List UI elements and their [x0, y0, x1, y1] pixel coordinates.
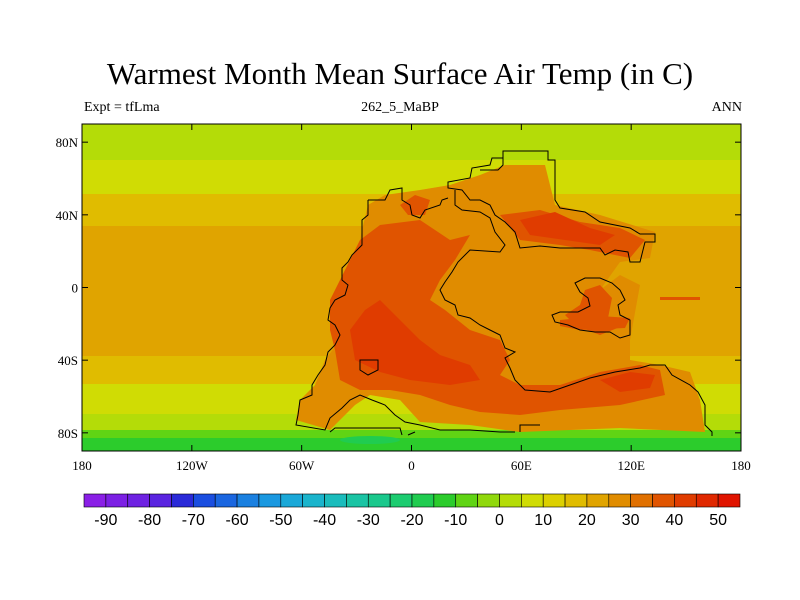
- colorbar-label: -30: [357, 512, 380, 529]
- colorbar-label: -50: [269, 512, 292, 529]
- colorbar-swatch: [564, 493, 588, 508]
- antarctic-spot: [340, 436, 400, 444]
- colorbar-label: -60: [226, 512, 249, 529]
- colorbar-swatch: [280, 493, 303, 508]
- colorbar-swatch: [171, 493, 194, 508]
- colorbar-swatch: [499, 493, 522, 508]
- colorbar-swatch: [608, 493, 631, 508]
- colorbar-swatch: [586, 493, 610, 508]
- colorbar-swatch: [433, 493, 457, 508]
- y-tick-label: 40S: [58, 353, 78, 368]
- colorbar-swatch: [674, 493, 697, 508]
- colorbar-label: 30: [622, 512, 640, 529]
- colorbar: -90 -80 -70 -60 -50 -40 -30 -20 -10 0 10 20 30 40 50: [83, 493, 741, 529]
- axis-ticks: 80N 40N 0 40S 80S 180 120W 60W 0 60E 120E 180: [56, 124, 751, 473]
- y-tick-label: 40N: [56, 208, 79, 223]
- y-tick-label: 80S: [58, 426, 78, 441]
- colorbar-label: -80: [138, 512, 161, 529]
- colorbar-swatch: [411, 493, 435, 508]
- x-tick-label: 180: [731, 458, 751, 473]
- colorbar-label: -70: [182, 512, 205, 529]
- colorbar-label: -90: [94, 512, 117, 529]
- colorbar-label: -10: [444, 512, 467, 529]
- arm-heat-strip: [560, 316, 630, 330]
- colorbar-swatch: [695, 493, 719, 508]
- colorbar-swatch: [127, 493, 150, 508]
- colorbar-swatch: [105, 493, 129, 508]
- colorbar-label: 20: [578, 512, 596, 529]
- band-antarctic: [82, 438, 741, 451]
- band-antarctic-edge: [82, 430, 741, 440]
- colorbar-swatch: [455, 493, 478, 508]
- y-tick-label: 0: [72, 281, 79, 296]
- colorbar-label: 40: [666, 512, 684, 529]
- colorbar-swatch: [302, 493, 325, 508]
- band-polar-north: [82, 124, 741, 164]
- x-tick-label: 0: [408, 458, 415, 473]
- colorbar-swatch: [389, 493, 413, 508]
- y-tick-label: 80N: [56, 135, 79, 150]
- colorbar-swatch: [477, 493, 500, 508]
- southern-hottest: [600, 372, 655, 392]
- central-hottest: [350, 300, 480, 385]
- colorbar-swatch: [630, 493, 653, 508]
- northern-hottest: [520, 212, 615, 245]
- season-label: ANN: [711, 100, 742, 115]
- x-tick-label: 180: [72, 458, 92, 473]
- colorbar-swatch: [214, 493, 238, 508]
- colorbar-swatch: [717, 493, 741, 508]
- colorbar-swatch: [149, 493, 172, 508]
- colorbar-label: 10: [534, 512, 552, 529]
- colorbar-swatch: [236, 493, 260, 508]
- colorbar-swatch: [258, 493, 282, 508]
- colorbar-label: 0: [495, 512, 504, 529]
- colorbar-swatch: [652, 493, 675, 508]
- coastlines: [295, 150, 713, 436]
- colorbar-label: 50: [709, 512, 727, 529]
- colorbar-label: -20: [400, 512, 423, 529]
- colorbar-swatch: [367, 493, 391, 508]
- colorbar-swatch: [346, 493, 369, 508]
- colorbar-swatch: [83, 493, 107, 508]
- x-tick-label: 120W: [176, 458, 209, 473]
- map-field: [82, 124, 741, 451]
- experiment-label: Expt = tfLma: [84, 100, 160, 115]
- equatorial-heat-strip: [660, 297, 700, 300]
- colorbar-swatch: [193, 493, 216, 508]
- x-tick-label: 60W: [289, 458, 315, 473]
- colorbar-swatch: [324, 493, 347, 508]
- colorbar-swatch: [542, 493, 566, 508]
- x-tick-label: 60E: [511, 458, 532, 473]
- page-title: Warmest Month Mean Surface Air Temp (in …: [106, 56, 694, 91]
- island-hot-patch: [400, 195, 430, 215]
- colorbar-swatch: [521, 493, 544, 508]
- colorbar-label: -40: [313, 512, 336, 529]
- period-label: 262_5_MaBP: [361, 100, 439, 115]
- x-tick-label: 120E: [617, 458, 645, 473]
